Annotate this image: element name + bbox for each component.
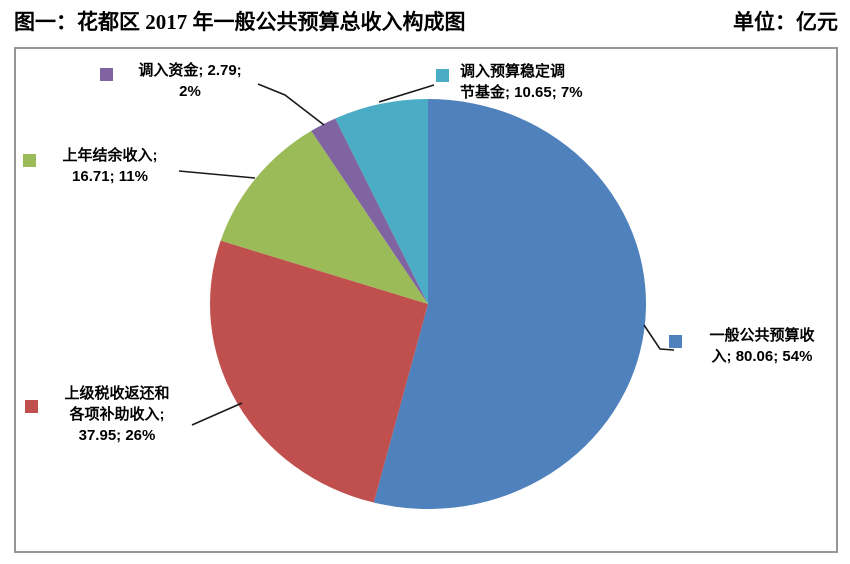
pie-slice-2: [210, 240, 428, 503]
pie-label-line: 入; 80.06; 54%: [711, 348, 813, 365]
leader-line-transferred-funds: [257, 83, 325, 126]
pie-slice-4: [311, 118, 428, 304]
leader-line-carryover-income: [178, 170, 256, 179]
legend-swatch-tax-rebate: [25, 400, 38, 413]
pie-slice-1: [373, 99, 647, 509]
pie-slice-5: [335, 99, 428, 304]
pie-slice-3: [220, 130, 428, 304]
pie-label-tax-rebate: 上级税收返还和 各项补助收入; 37.95; 26%: [42, 383, 192, 446]
chart-frame: 调入资金; 2.79; 2% 调入预算稳定调 节基金; 10.65; 7% 一般…: [14, 47, 838, 553]
leader-line-general-budget: [643, 324, 675, 351]
pie-label-line: 16.71; 11%: [72, 168, 148, 185]
unit-label: 单位：亿元: [733, 10, 838, 34]
pie-label-line: 上年结余收入;: [62, 147, 158, 164]
pie-label-line: 一般公共预算收: [709, 327, 815, 344]
pie-label-carryover-income: 上年结余收入; 16.71; 11%: [40, 145, 180, 187]
leader-line-stabilization-fund: [378, 84, 435, 103]
page-title: 图一：花都区 2017 年一般公共预算总收入构成图: [14, 10, 466, 34]
pie-svg: [178, 83, 675, 509]
legend-swatch-carryover-income: [23, 154, 36, 167]
pie-label-line: 2%: [179, 83, 201, 100]
pie-label-transferred-funds: 调入资金; 2.79; 2%: [118, 60, 262, 102]
pie-label-line: 调入资金; 2.79;: [138, 62, 242, 79]
pie-label-stabilization-fund: 调入预算稳定调 节基金; 10.65; 7%: [460, 61, 660, 103]
leader-line-tax-rebate: [191, 402, 243, 426]
pie-label-line: 上级税收返还和: [64, 385, 170, 402]
pie-label-line: 各项补助收入;: [69, 406, 165, 423]
pie-label-line: 37.95; 26%: [78, 427, 156, 444]
title-row: 图一：花都区 2017 年一般公共预算总收入构成图 单位：亿元: [14, 6, 838, 36]
legend-swatch-stabilization-fund: [436, 69, 449, 82]
legend-swatch-general-budget: [669, 335, 682, 348]
pie-label-line: 调入预算稳定调: [460, 63, 566, 80]
legend-swatch-transferred-funds: [100, 68, 113, 81]
pie-label-line: 节基金; 10.65; 7%: [460, 84, 583, 101]
pie-slices: [210, 99, 647, 509]
pie-label-general-budget: 一般公共预算收 入; 80.06; 54%: [686, 325, 838, 367]
